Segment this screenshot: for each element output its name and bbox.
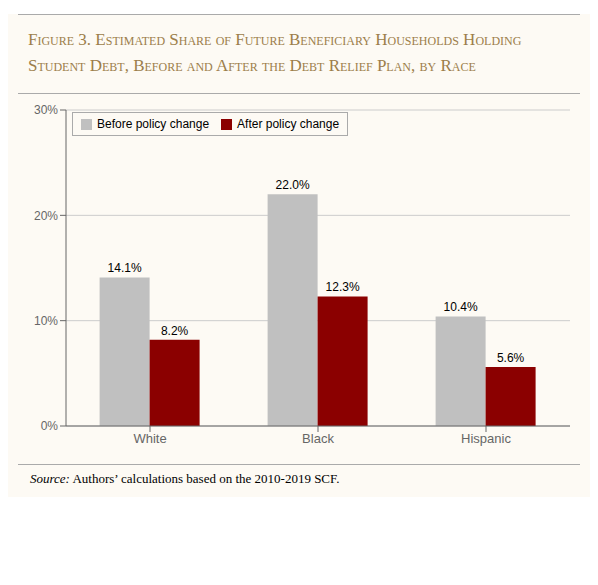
- svg-text:30%: 30%: [34, 103, 58, 117]
- svg-text:12.3%: 12.3%: [326, 280, 360, 294]
- html-text:Source: Authors’ calculations: Source: Authors’ calculations based on t…: [30, 471, 340, 486]
- svg-text:20%: 20%: [34, 209, 58, 223]
- svg-text:5.6%: 5.6%: [497, 351, 525, 365]
- html-text:Before policy change: Before policy change: [97, 117, 210, 131]
- svg-text:10.4%: 10.4%: [444, 300, 478, 314]
- svg-text:Black: Black: [302, 431, 334, 446]
- svg-text:22.0%: 22.0%: [276, 178, 310, 192]
- html-text:Figure 3. Estimated Share of F: Figure 3. Estimated Share of Future Bene…: [28, 30, 522, 75]
- svg-text:10%: 10%: [34, 314, 58, 328]
- svg-text:White: White: [133, 431, 166, 446]
- svg-text:0%: 0%: [41, 419, 59, 433]
- svg-text:8.2%: 8.2%: [161, 324, 189, 338]
- svg-text:Hispanic: Hispanic: [461, 431, 511, 446]
- html-text:After policy change: After policy change: [237, 117, 340, 131]
- svg-text:14.1%: 14.1%: [108, 261, 142, 275]
